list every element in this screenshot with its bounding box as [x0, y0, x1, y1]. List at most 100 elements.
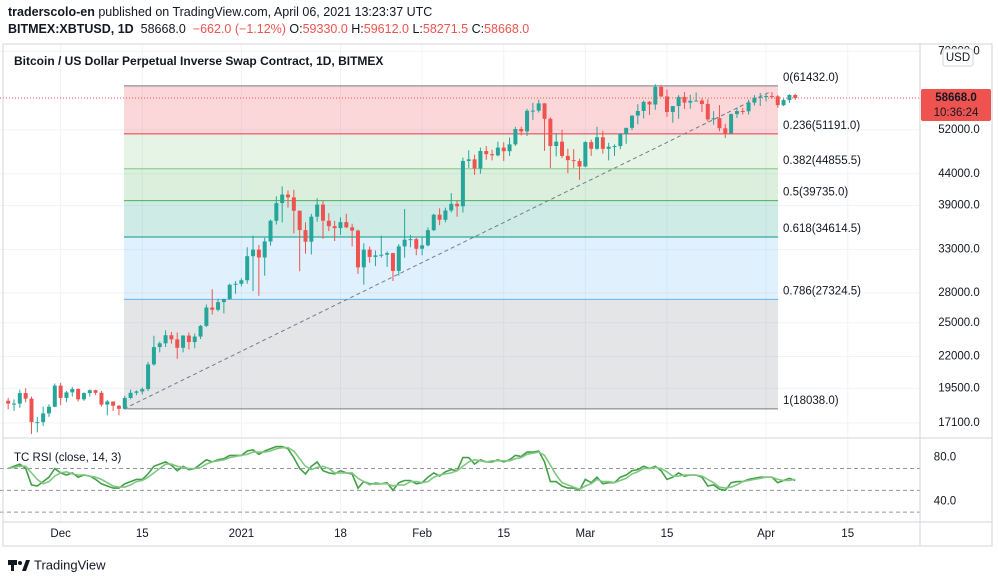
- last-price-label: 58668.0: [935, 92, 977, 104]
- candle-body: [781, 100, 786, 106]
- candle-body: [256, 249, 261, 258]
- x-tick-label: 18: [334, 528, 347, 540]
- candle-body: [221, 299, 226, 303]
- candle-body: [373, 255, 378, 257]
- price: 58668.0: [140, 22, 186, 36]
- candle-body: [676, 96, 681, 107]
- candle-body: [122, 397, 127, 409]
- published: published on TradingView.com, April 06, …: [98, 5, 433, 19]
- candle-body: [320, 204, 325, 221]
- candle-body: [361, 249, 366, 268]
- quote-label: O:: [289, 22, 303, 36]
- fib-label: 0(61432.0): [783, 72, 839, 84]
- candle-body: [175, 339, 180, 348]
- candle-body: [280, 194, 285, 204]
- candle-body: [268, 220, 273, 242]
- candle-body: [116, 405, 121, 409]
- candle-body: [513, 129, 518, 145]
- candle-body: [198, 325, 203, 337]
- candle-body: [146, 364, 151, 390]
- candle-body: [723, 128, 728, 134]
- candle-body: [734, 111, 739, 115]
- candle-body: [746, 102, 751, 112]
- candle-body: [93, 390, 98, 393]
- candle-body: [769, 96, 774, 98]
- header: traderscolo-en published on TradingView.…: [8, 4, 529, 38]
- y-tick-label: 80.0: [934, 452, 956, 464]
- candle-body: [11, 403, 16, 405]
- y-tick-label: 39000.0: [938, 200, 980, 212]
- candle-body: [251, 249, 256, 257]
- candle-body: [635, 110, 640, 116]
- candle-body: [752, 97, 757, 103]
- y-tick-label: 28000.0: [938, 287, 980, 299]
- quote-value: 58668.0: [484, 22, 530, 36]
- candle-body: [729, 114, 734, 134]
- fib-band: [124, 237, 778, 300]
- candle-body: [245, 256, 250, 281]
- candle-body: [618, 133, 623, 147]
- candle-body: [530, 110, 535, 112]
- candle-body: [23, 393, 28, 399]
- candle-body: [525, 110, 530, 132]
- candle-body: [326, 220, 331, 227]
- candle-body: [466, 159, 471, 161]
- candle-body: [390, 253, 395, 271]
- fib-label: 0.618(34614.5): [783, 223, 861, 235]
- candle-body: [379, 254, 384, 256]
- fib-band: [124, 299, 778, 409]
- candle-body: [216, 302, 221, 310]
- chart-layer: Dec15202118Feb15Mar15Apr1570000.052000.0…: [0, 44, 992, 546]
- x-tick-label: 15: [841, 528, 854, 540]
- fib-label: 1(18038.0): [783, 395, 839, 407]
- candle-body: [350, 227, 355, 231]
- candle-body: [589, 142, 594, 149]
- candle-body: [682, 96, 687, 103]
- candle-body: [192, 336, 197, 343]
- candle-body: [64, 392, 69, 398]
- candle-body: [6, 400, 11, 404]
- candle-body: [554, 141, 559, 147]
- x-tick-label: Apr: [757, 528, 775, 540]
- candle-body: [560, 141, 565, 156]
- candle-body: [262, 241, 267, 258]
- quote-label: C:: [471, 22, 485, 36]
- candle-body: [571, 160, 576, 162]
- candle-body: [210, 307, 215, 310]
- candle-body: [309, 216, 314, 242]
- candle-body: [653, 86, 658, 105]
- candle-body: [105, 401, 110, 405]
- candle-body: [35, 422, 40, 424]
- candle-body: [297, 210, 302, 231]
- candle-body: [425, 230, 430, 246]
- candle-body: [332, 226, 337, 229]
- quote-value: 59612.0: [363, 22, 409, 36]
- chart-title: Bitcoin / US Dollar Perpetual Inverse Sw…: [14, 54, 383, 68]
- y-tick-label: 52000.0: [938, 124, 980, 136]
- candle-body: [134, 391, 139, 393]
- candle-body: [629, 115, 634, 128]
- x-tick-label: Dec: [50, 528, 71, 540]
- candle-body: [711, 118, 716, 120]
- y-tick-label: 33000.0: [938, 244, 980, 256]
- currency-button[interactable]: [942, 48, 974, 67]
- x-tick-label: 2021: [229, 528, 255, 540]
- candle-body: [52, 385, 57, 407]
- candle-body: [688, 100, 693, 103]
- candle-body: [396, 246, 401, 271]
- candle-body: [670, 106, 675, 113]
- candle-body: [408, 239, 413, 241]
- x-tick-label: 15: [661, 528, 674, 540]
- candle-body: [659, 86, 664, 97]
- candle-body: [641, 101, 646, 111]
- y-tick-label: 22000.0: [938, 351, 980, 363]
- candle-body: [303, 230, 308, 242]
- candle-body: [367, 249, 372, 257]
- candle-body: [472, 159, 477, 169]
- countdown: 10:36:24: [934, 107, 979, 119]
- candle-body: [315, 204, 320, 217]
- symbol: BITMEX:XBTUSD, 1D: [8, 22, 134, 36]
- candle-body: [291, 197, 296, 211]
- candle-body: [157, 343, 162, 348]
